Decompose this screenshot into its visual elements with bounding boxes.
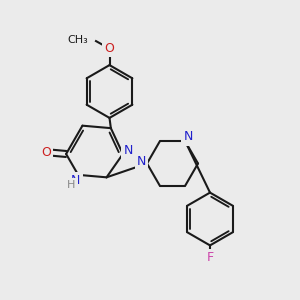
Text: CH₃: CH₃: [68, 34, 88, 45]
Text: F: F: [206, 251, 214, 264]
Text: O: O: [105, 42, 114, 55]
Text: O: O: [41, 146, 51, 159]
Text: N: N: [184, 130, 193, 143]
Text: N: N: [71, 174, 80, 187]
Text: N: N: [124, 145, 133, 158]
Text: N: N: [137, 154, 146, 168]
Text: H: H: [68, 180, 76, 190]
